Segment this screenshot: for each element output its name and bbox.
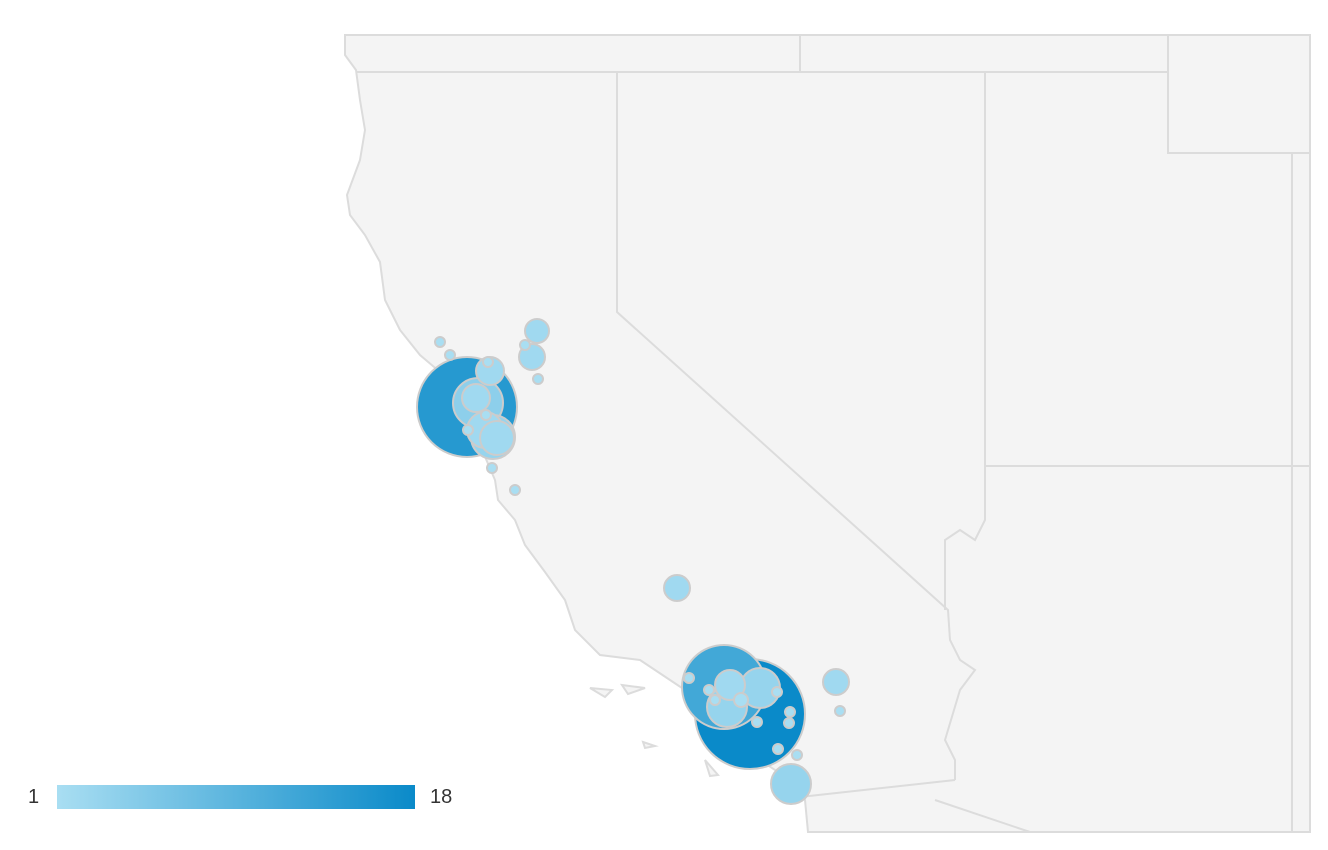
map-bubble[interactable] bbox=[714, 669, 746, 701]
map-bubble[interactable] bbox=[834, 705, 846, 717]
map-bubble[interactable] bbox=[784, 706, 796, 718]
map-bubble[interactable] bbox=[482, 356, 494, 368]
map-bubble[interactable] bbox=[461, 383, 491, 413]
map-bubble[interactable] bbox=[486, 462, 498, 474]
map-bubble[interactable] bbox=[524, 318, 550, 344]
nv-ut-border bbox=[944, 72, 986, 610]
legend-color-gradient bbox=[57, 785, 415, 809]
map-bubble[interactable] bbox=[783, 717, 795, 729]
map-bubble[interactable] bbox=[733, 692, 749, 708]
az-mexico-border bbox=[934, 799, 1031, 833]
map-bubble[interactable] bbox=[772, 743, 784, 755]
map-bubble[interactable] bbox=[444, 349, 456, 361]
map-bubble[interactable] bbox=[434, 336, 446, 348]
map-bubble[interactable] bbox=[509, 484, 521, 496]
mexico-border bbox=[799, 779, 956, 798]
map-bubble[interactable] bbox=[683, 672, 695, 684]
map-bubble[interactable] bbox=[532, 373, 544, 385]
map-bubble[interactable] bbox=[479, 420, 515, 456]
legend-max-label: 18 bbox=[430, 786, 453, 808]
legend-min-label: 1 bbox=[28, 786, 40, 808]
map-bubble[interactable] bbox=[770, 763, 812, 805]
map-bubble[interactable] bbox=[791, 749, 803, 761]
map-bubble[interactable] bbox=[751, 716, 763, 728]
island bbox=[589, 683, 720, 778]
map-bubble[interactable] bbox=[822, 668, 850, 696]
state-borders bbox=[357, 35, 1310, 833]
map-bubble[interactable] bbox=[709, 694, 721, 706]
id-wy-border bbox=[1167, 35, 1310, 154]
map-bubble[interactable] bbox=[462, 424, 474, 436]
map-bubble[interactable] bbox=[771, 686, 783, 698]
map-bubble[interactable] bbox=[480, 409, 492, 421]
map-bubble[interactable] bbox=[703, 684, 715, 696]
nevada-border bbox=[616, 72, 977, 780]
bubble-layer bbox=[416, 318, 850, 805]
map-bubble[interactable] bbox=[519, 339, 531, 351]
map-bubble[interactable] bbox=[663, 574, 691, 602]
